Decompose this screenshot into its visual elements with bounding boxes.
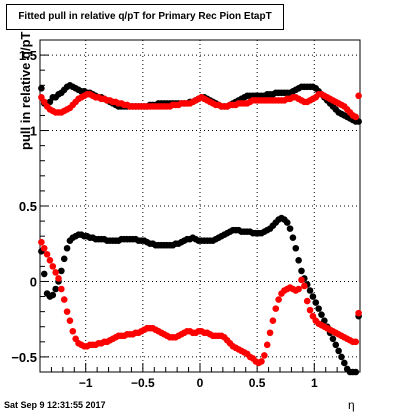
data-point — [69, 327, 77, 335]
series-1 — [38, 91, 362, 121]
data-point — [329, 335, 337, 343]
data-point — [60, 255, 68, 263]
timestamp: Sat Sep 9 12:31:55 2017 — [4, 400, 106, 410]
data-point — [298, 267, 305, 275]
data-point — [275, 296, 282, 303]
data-point — [338, 353, 345, 361]
series-3 — [38, 238, 362, 367]
data-point — [58, 267, 65, 275]
data-point — [315, 305, 322, 312]
data-point — [341, 359, 348, 367]
axis-ticks: −1 −0.5 0 0.5 1 −0.5 0 0.5 1 1.5 — [11, 39, 361, 390]
y-tick-label: −0.5 — [11, 350, 37, 365]
data-point — [60, 296, 68, 303]
data-point — [306, 306, 314, 314]
data-point — [318, 311, 325, 318]
chart-title: Fitted pull in relative q/pT for Primary… — [6, 4, 284, 30]
data-point — [269, 317, 277, 324]
y-tick-label: 1 — [30, 124, 37, 139]
data-point — [352, 338, 360, 346]
data-markers — [38, 81, 362, 376]
data-point — [63, 308, 71, 315]
x-tick-label: −0.5 — [131, 376, 155, 390]
data-point — [352, 368, 360, 376]
data-point — [52, 269, 59, 276]
data-point — [295, 285, 302, 293]
data-point — [303, 297, 311, 305]
data-point — [46, 257, 54, 264]
data-point — [49, 291, 57, 299]
data-point — [312, 299, 320, 306]
data-point — [52, 285, 59, 293]
data-point — [298, 276, 305, 284]
data-point — [55, 275, 62, 282]
data-point — [49, 263, 57, 270]
x-tick-label: 1 — [311, 376, 318, 390]
data-point — [355, 92, 362, 100]
y-axis-label: pull in relative q/pT — [18, 31, 33, 150]
data-point — [306, 287, 314, 294]
data-point — [63, 244, 71, 252]
data-point — [258, 358, 265, 365]
x-axis-label: η — [348, 398, 355, 412]
y-tick-label: 1.5 — [19, 48, 37, 63]
data-point — [301, 282, 308, 290]
x-tick-label: 0 — [197, 376, 204, 390]
data-point — [289, 234, 297, 241]
x-tick-label: −1 — [79, 376, 93, 390]
data-point — [272, 305, 280, 312]
data-point — [355, 309, 362, 317]
data-point — [309, 293, 317, 300]
x-tick-label: 0.5 — [249, 376, 266, 390]
data-point — [263, 341, 271, 349]
data-point — [40, 244, 48, 252]
data-point — [261, 352, 268, 359]
series-2 — [38, 214, 362, 376]
data-point — [58, 285, 65, 293]
data-point — [38, 84, 45, 92]
data-point — [283, 219, 291, 226]
data-point — [66, 317, 74, 324]
data-point — [335, 347, 342, 355]
data-point — [266, 329, 274, 337]
data-point — [332, 341, 340, 349]
y-tick-label: 0 — [30, 274, 37, 289]
data-point — [352, 113, 360, 121]
data-point — [286, 225, 294, 232]
data-point — [292, 244, 300, 252]
y-tick-label: 0.5 — [19, 199, 37, 214]
data-point — [295, 257, 302, 264]
data-point — [43, 250, 51, 258]
data-point — [38, 238, 45, 246]
data-point — [40, 270, 48, 278]
